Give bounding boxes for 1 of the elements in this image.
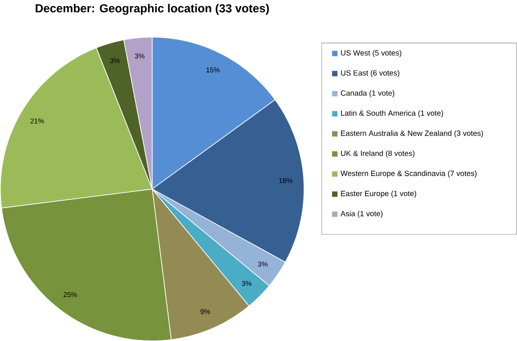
chart-title: December: Geographic location (33 votes) — [36, 4, 269, 15]
